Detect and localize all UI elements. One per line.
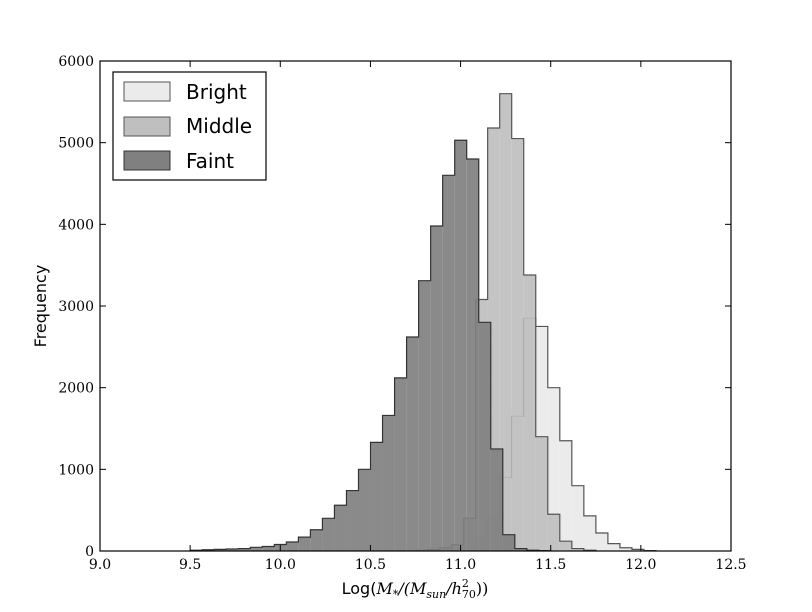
- x-tick-label: 9.5: [179, 557, 201, 573]
- hist-bin-faint: [238, 548, 251, 551]
- hist-bin-faint: [502, 534, 515, 551]
- x-axis: 9.0 9.5 10.0 10.5 11.0 11.5 12.0 12.5: [89, 61, 747, 573]
- y-tick-label: 5000: [58, 136, 94, 152]
- hist-outline-faint: [189, 139, 552, 551]
- legend-swatch-faint: [123, 150, 171, 171]
- hist-bin-bright: [583, 515, 596, 551]
- legend-label-faint: Faint: [186, 149, 234, 173]
- legend-label-bright: Bright: [186, 80, 247, 104]
- hist-bin-faint: [466, 159, 479, 551]
- x-tick-label: 12.0: [625, 557, 656, 573]
- legend: Bright Middle Faint: [112, 71, 267, 181]
- hist-bin-faint: [334, 505, 347, 551]
- series-faint: [189, 139, 552, 551]
- hist-bin-faint: [370, 442, 383, 551]
- x-tick-label: 10.0: [265, 557, 296, 573]
- x-tick-label: 11.5: [535, 557, 566, 573]
- legend-label-middle: Middle: [186, 114, 252, 138]
- plot-area: [189, 93, 657, 551]
- hist-bin-bright: [547, 387, 560, 551]
- hist-bin-bright: [571, 485, 584, 551]
- hist-bin-bright: [619, 547, 632, 551]
- hist-bin-bright: [631, 549, 644, 551]
- y-tick-label: 4000: [58, 217, 94, 233]
- hist-bin-faint: [382, 415, 395, 551]
- hist-bin-faint: [478, 322, 491, 551]
- hist-bin-faint: [406, 337, 419, 551]
- hist-bin-faint: [310, 529, 323, 551]
- hist-bin-middle: [499, 93, 512, 551]
- hist-bin-faint: [202, 549, 215, 551]
- hist-bin-faint: [514, 548, 527, 551]
- hist-bin-middle: [559, 541, 572, 551]
- hist-bin-middle: [511, 138, 524, 551]
- hist-bin-bright: [607, 543, 620, 551]
- hist-bin-faint: [250, 547, 263, 551]
- hist-bin-faint: [454, 140, 467, 551]
- hist-bin-middle: [571, 548, 584, 551]
- x-axis-label: Log(M*/(Msun/h2 70)): [342, 577, 489, 601]
- hist-bin-faint: [490, 448, 503, 551]
- hist-bin-middle: [535, 436, 548, 551]
- hist-bin-faint: [346, 490, 359, 551]
- y-tick-label: 2000: [58, 381, 94, 397]
- hist-bin-bright: [595, 533, 608, 551]
- y-axis: 0 1000 2000 3000 4000 5000 6000: [58, 54, 731, 560]
- y-axis-label: Frequency: [31, 265, 50, 348]
- hist-bin-bright: [559, 440, 572, 551]
- hist-bin-faint: [214, 549, 227, 551]
- y-tick-label: 1000: [58, 462, 94, 478]
- y-tick-label: 6000: [58, 54, 94, 70]
- hist-bin-faint: [430, 225, 443, 551]
- hist-bin-faint: [286, 542, 299, 551]
- hist-bin-faint: [262, 546, 275, 551]
- hist-bin-middle: [523, 274, 536, 551]
- hist-bin-faint: [394, 377, 407, 551]
- y-tick-label: 3000: [58, 299, 94, 315]
- hist-bin-faint: [322, 518, 335, 551]
- x-tick-label: 12.5: [715, 557, 746, 573]
- legend-swatch-middle: [123, 116, 171, 137]
- x-tick-label: 11.0: [445, 557, 476, 573]
- hist-bin-faint: [298, 537, 311, 551]
- hist-bin-faint: [358, 469, 371, 551]
- y-tick-label: 0: [85, 544, 94, 560]
- hist-bin-faint: [418, 280, 431, 551]
- hist-bin-faint: [226, 548, 239, 551]
- hist-bin-faint: [442, 175, 455, 551]
- hist-bin-middle: [547, 514, 560, 551]
- x-tick-label: 10.5: [355, 557, 386, 573]
- legend-swatch-bright: [123, 81, 171, 102]
- x-tick-label: 9.0: [89, 557, 111, 573]
